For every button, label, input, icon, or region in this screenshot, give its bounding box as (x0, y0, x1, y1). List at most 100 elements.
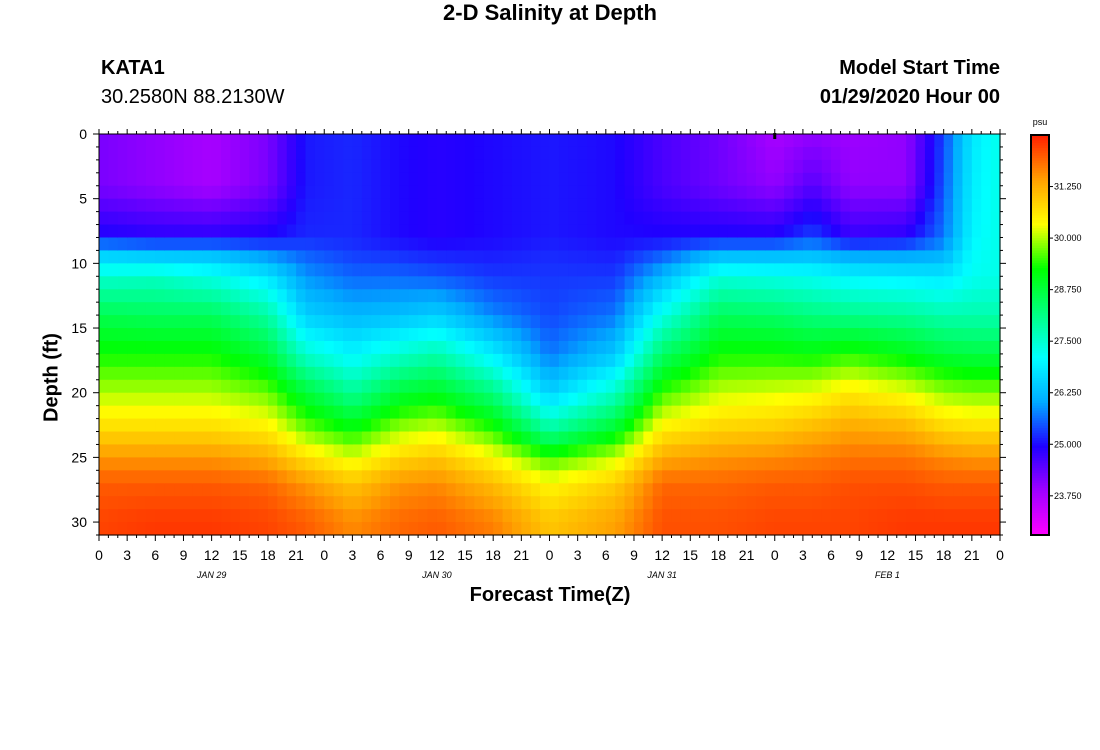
heatmap-cell (680, 509, 691, 523)
heatmap-cell (671, 483, 682, 497)
heatmap-cell (652, 224, 663, 239)
heatmap-cell (136, 302, 147, 316)
heatmap-cell (549, 379, 560, 394)
heatmap-cell (474, 315, 485, 329)
heatmap-cell (399, 159, 410, 174)
heatmap-cell (896, 328, 907, 342)
heatmap-cell (633, 289, 644, 303)
heatmap-cell (709, 276, 720, 290)
heatmap-cell (221, 496, 231, 510)
heatmap-cell (324, 328, 335, 342)
heatmap-cell (755, 185, 766, 200)
heatmap-cell (774, 198, 785, 213)
heatmap-cell (727, 211, 738, 226)
heatmap-cell (511, 172, 522, 187)
heatmap-cell (990, 224, 1001, 239)
heatmap-cell (755, 198, 766, 213)
heatmap-cell (577, 263, 588, 277)
heatmap-cell (465, 444, 476, 458)
heatmap-cell (755, 263, 766, 277)
heatmap-cell (887, 146, 898, 161)
heatmap-cell (286, 509, 297, 523)
heatmap-cell (887, 483, 898, 497)
heatmap-cell (286, 470, 297, 484)
heatmap-cell (831, 392, 842, 407)
heatmap-cell (943, 134, 954, 148)
x-tick-label: 6 (151, 547, 159, 563)
heatmap-cell (127, 405, 138, 420)
colorbar-segment (1031, 247, 1049, 251)
colorbar-segment (1031, 455, 1049, 459)
heatmap-cell (418, 353, 429, 368)
y-tick-label: 30 (71, 514, 87, 530)
heatmap-cell (333, 224, 344, 239)
heatmap-cell (709, 237, 720, 252)
heatmap-cell (343, 172, 354, 187)
heatmap-cell (793, 211, 804, 226)
heatmap-cell (418, 379, 429, 394)
heatmap-cell (577, 509, 588, 523)
colorbar-segment (1031, 160, 1049, 164)
heatmap-cell (267, 185, 278, 200)
heatmap-cell (849, 263, 860, 277)
heatmap-cell (671, 198, 682, 213)
heatmap-cell (802, 211, 813, 226)
heatmap-cell (277, 172, 288, 187)
heatmap-cell (755, 444, 766, 458)
heatmap-cell (605, 522, 616, 536)
heatmap-cell (333, 509, 344, 523)
heatmap-cell (746, 250, 757, 264)
heatmap-cell (699, 185, 710, 200)
heatmap-cell (343, 276, 354, 290)
heatmap-cell (540, 470, 551, 484)
heatmap-cell (530, 340, 541, 355)
heatmap-cell (624, 405, 635, 420)
colorbar-segment (1031, 200, 1049, 204)
colorbar-segment (1031, 170, 1049, 174)
heatmap-cell (615, 522, 626, 536)
heatmap-cell (924, 250, 935, 264)
heatmap-cell (277, 353, 288, 368)
heatmap-cell (774, 509, 785, 523)
heatmap-cell (831, 224, 842, 239)
heatmap-cell (727, 392, 738, 407)
heatmap-cell (953, 185, 964, 200)
heatmap-cell (596, 185, 607, 200)
heatmap-cell (981, 457, 992, 471)
heatmap-cell (389, 496, 400, 510)
heatmap-cell (887, 444, 898, 458)
colorbar-segment (1031, 447, 1049, 451)
heatmap-cell (483, 302, 494, 316)
heatmap-cell (305, 237, 316, 252)
heatmap-cell (746, 328, 757, 342)
heatmap-cell (624, 366, 635, 381)
heatmap-cell (239, 470, 250, 484)
heatmap-cell (840, 483, 851, 497)
heatmap-cell (408, 392, 419, 407)
heatmap-cell (699, 276, 710, 290)
heatmap-cell (230, 366, 241, 381)
heatmap-cell (831, 431, 842, 446)
heatmap-cell (943, 379, 954, 394)
heatmap-cell (155, 328, 166, 342)
heatmap-cell (558, 509, 569, 523)
colorbar-segment (1031, 242, 1049, 246)
heatmap-cell (953, 328, 964, 342)
heatmap-cell (530, 224, 541, 239)
heatmap-cell (221, 263, 231, 277)
heatmap-cell (511, 418, 522, 433)
heatmap-cell (286, 276, 297, 290)
heatmap-cell (699, 134, 710, 148)
heatmap-cell (765, 328, 776, 342)
heatmap-cell (643, 224, 654, 239)
heatmap-cell (765, 457, 776, 471)
heatmap-cell (624, 457, 635, 471)
heatmap-cell (117, 250, 128, 264)
heatmap-cell (474, 134, 485, 148)
heatmap-cell (971, 483, 982, 497)
heatmap-cell (221, 418, 231, 433)
heatmap-cell (915, 444, 926, 458)
heatmap-cell (286, 522, 297, 536)
heatmap-cell (493, 224, 504, 239)
heatmap-cell (680, 315, 691, 329)
